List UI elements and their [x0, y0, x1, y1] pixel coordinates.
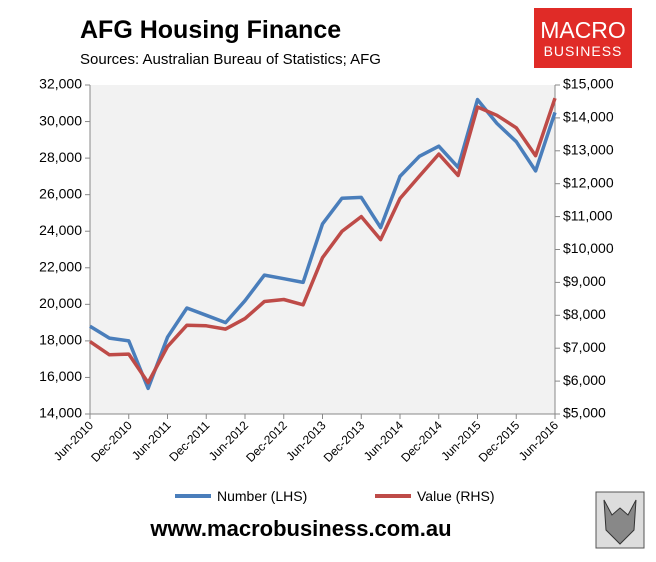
x-tick-label: Dec-2015: [476, 418, 523, 465]
logo-text: BUSINESS: [544, 43, 623, 59]
y-tick-label: 22,000: [39, 258, 82, 274]
legend-label: Value (RHS): [417, 488, 495, 504]
y-tick-label: 20,000: [39, 295, 82, 311]
y2-tick-label: $13,000: [563, 142, 614, 158]
x-tick-label: Dec-2011: [166, 418, 212, 464]
series-line: [89, 97, 557, 391]
footer-url: www.macrobusiness.com.au: [149, 516, 451, 541]
y2-tick-label: $10,000: [563, 240, 614, 256]
chart-title: AFG Housing Finance: [80, 16, 341, 44]
y-tick-label: 24,000: [39, 222, 82, 238]
plot-area: [90, 85, 555, 414]
y2-tick-label: $5,000: [563, 405, 606, 421]
y-tick-label: 30,000: [39, 112, 82, 128]
series-line: [89, 97, 557, 385]
y2-tick-label: $6,000: [563, 372, 606, 388]
y-tick-label: 32,000: [39, 76, 82, 92]
x-tick-label: Dec-2013: [321, 418, 368, 465]
y-tick-label: 14,000: [39, 405, 82, 421]
x-tick-label: Jun-2016: [516, 418, 562, 464]
y-tick-label: 28,000: [39, 149, 82, 165]
logo-text: MACRO: [540, 17, 626, 43]
y2-tick-label: $11,000: [563, 207, 613, 223]
x-tick-label: Dec-2014: [398, 418, 445, 465]
y-tick-label: 16,000: [39, 368, 82, 384]
y-tick-label: 26,000: [39, 185, 82, 201]
y2-tick-label: $9,000: [563, 273, 606, 289]
chart-subtitle: Sources: Australian Bureau of Statistics…: [80, 51, 381, 68]
y2-tick-label: $15,000: [563, 76, 614, 92]
wolf-icon: [603, 499, 637, 545]
legend-label: Number (LHS): [217, 488, 307, 504]
y2-tick-label: $8,000: [563, 306, 606, 322]
y2-tick-label: $14,000: [563, 109, 614, 125]
logo-box: [534, 8, 632, 68]
y2-tick-label: $12,000: [563, 174, 614, 190]
x-tick-label: Dec-2012: [243, 418, 290, 465]
x-tick-label: Dec-2010: [88, 418, 135, 465]
y-tick-label: 18,000: [39, 332, 82, 348]
y2-tick-label: $7,000: [563, 339, 606, 355]
